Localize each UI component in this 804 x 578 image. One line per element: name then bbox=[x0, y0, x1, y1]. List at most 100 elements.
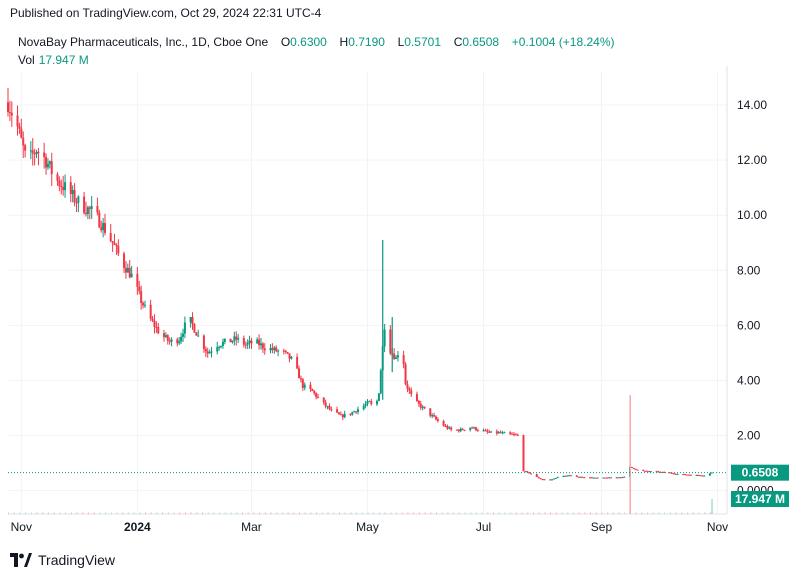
candle-body bbox=[326, 406, 329, 408]
candle-body bbox=[288, 353, 291, 359]
candle-body bbox=[71, 190, 74, 195]
volume-bar bbox=[367, 512, 369, 514]
candle-body bbox=[343, 413, 346, 418]
candle-body bbox=[223, 338, 226, 342]
candle-body bbox=[463, 429, 466, 431]
volume-bar bbox=[36, 512, 38, 514]
volume-bar bbox=[407, 512, 409, 514]
last-price-badge-text: 0.6508 bbox=[742, 466, 779, 480]
volume-bar bbox=[430, 512, 432, 514]
price-tick-label: 14.00 bbox=[737, 98, 767, 112]
volume-bar bbox=[447, 512, 449, 514]
candle-body bbox=[229, 338, 232, 343]
candle-body bbox=[244, 344, 247, 346]
candle-body bbox=[83, 196, 86, 213]
volume-bar bbox=[105, 512, 107, 514]
volume-bar bbox=[378, 512, 380, 514]
volume-bar bbox=[578, 512, 580, 514]
volume-bar bbox=[538, 512, 540, 514]
price-tick-label: 2.00 bbox=[737, 429, 761, 443]
candle-body bbox=[516, 434, 519, 436]
candle-body bbox=[33, 153, 36, 155]
candle-body bbox=[123, 253, 126, 268]
volume-bar bbox=[401, 512, 403, 514]
candle-body bbox=[590, 477, 593, 479]
candle-body bbox=[269, 348, 272, 351]
candle-body bbox=[473, 427, 476, 429]
candle-body bbox=[417, 400, 420, 404]
volume-bar bbox=[612, 512, 614, 514]
candle-body bbox=[336, 409, 339, 413]
candle-body bbox=[501, 432, 504, 434]
candle-body bbox=[242, 337, 245, 345]
candle-body bbox=[636, 469, 639, 471]
candle-body bbox=[459, 428, 462, 432]
candle-body bbox=[461, 428, 464, 430]
candle-body bbox=[208, 351, 211, 354]
candle-body bbox=[277, 350, 280, 352]
candle-body bbox=[126, 267, 129, 273]
candle-body bbox=[503, 432, 506, 434]
candle-body bbox=[362, 405, 365, 410]
symbol-name: NovaBay Pharmaceuticals, Inc., 1D, Cboe … bbox=[18, 35, 269, 49]
volume-bar bbox=[356, 512, 358, 514]
candle-body bbox=[339, 414, 342, 416]
volume-bar bbox=[93, 512, 95, 514]
candle-body bbox=[206, 351, 209, 354]
candle-body bbox=[497, 432, 500, 434]
candle-body bbox=[528, 472, 531, 474]
candle-body bbox=[178, 341, 181, 344]
candle-body bbox=[142, 302, 145, 306]
volume-bar bbox=[122, 512, 124, 514]
volume-bar bbox=[179, 512, 181, 514]
candle-body bbox=[606, 477, 609, 479]
candle-body bbox=[168, 340, 171, 342]
candle-body bbox=[383, 329, 386, 347]
volume-bar bbox=[595, 512, 597, 514]
volume-bar bbox=[681, 512, 683, 514]
candle-body bbox=[218, 346, 221, 348]
price-tick-label: 8.00 bbox=[737, 263, 761, 277]
low-value: 0.5701 bbox=[404, 35, 441, 49]
candle-body bbox=[317, 397, 320, 399]
candle-body bbox=[535, 474, 538, 477]
candle-body bbox=[448, 427, 451, 429]
volume-bar bbox=[270, 512, 272, 514]
candle-body bbox=[646, 470, 649, 472]
candle-body bbox=[197, 335, 200, 337]
candle-body bbox=[56, 174, 59, 181]
candle-body bbox=[313, 390, 316, 394]
time-tick-label: Jul bbox=[476, 520, 491, 534]
volume-label: Vol bbox=[18, 53, 35, 67]
volume-bar bbox=[493, 512, 495, 514]
candle-body bbox=[29, 150, 32, 152]
candle-body bbox=[58, 180, 61, 187]
candle-body bbox=[341, 414, 344, 418]
volume-bar bbox=[675, 512, 677, 514]
volume-bar bbox=[327, 512, 329, 514]
candle-body bbox=[20, 128, 23, 138]
volume-bar bbox=[555, 512, 557, 514]
candle-body bbox=[183, 322, 186, 334]
candle-body bbox=[157, 327, 160, 334]
candle-body bbox=[273, 347, 276, 350]
candle-body bbox=[204, 348, 207, 352]
candle-body bbox=[575, 475, 578, 477]
volume-bar bbox=[310, 512, 312, 514]
candle-body bbox=[115, 244, 118, 246]
candle-body bbox=[710, 472, 713, 474]
candle-body bbox=[511, 433, 514, 435]
candle-body bbox=[250, 340, 253, 344]
volume-bar bbox=[521, 512, 523, 514]
candle-body bbox=[231, 340, 234, 343]
candle-body bbox=[104, 223, 107, 233]
candle-body bbox=[602, 477, 605, 479]
candle-body bbox=[98, 212, 101, 228]
candle-body bbox=[581, 476, 584, 478]
candle-body bbox=[16, 115, 19, 127]
candle-body bbox=[8, 111, 11, 113]
candle-body bbox=[210, 351, 213, 353]
candle-body bbox=[102, 223, 105, 231]
candle-body bbox=[233, 336, 236, 341]
